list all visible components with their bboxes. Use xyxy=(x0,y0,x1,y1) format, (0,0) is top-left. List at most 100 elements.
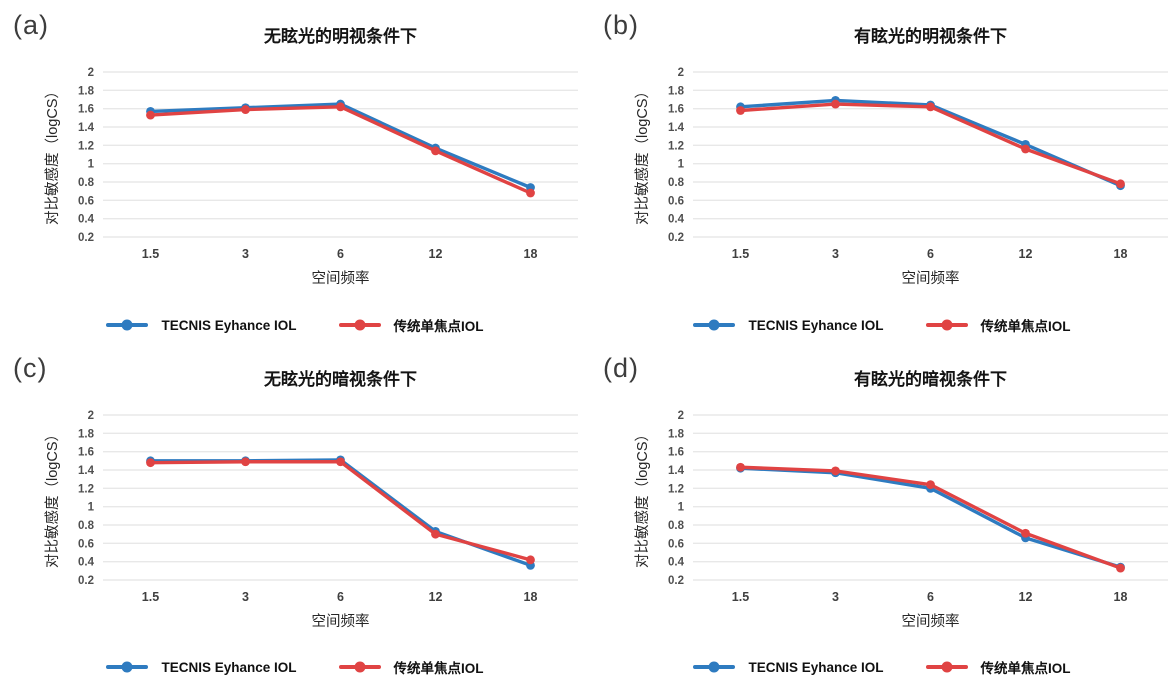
svg-text:空间频率: 空间频率 xyxy=(902,270,960,287)
legend-line-marker-icon xyxy=(693,661,736,673)
svg-text:1.2: 1.2 xyxy=(668,140,684,152)
svg-text:1.4: 1.4 xyxy=(78,122,95,134)
svg-text:0.4: 0.4 xyxy=(668,214,685,226)
chart-panel-b: (b) 有眩光的明视条件下 2 1.8 1.6 1.4 1.2 1 0.8 0.6 0.4 0.2… xyxy=(590,0,1174,343)
svg-text:2: 2 xyxy=(88,67,94,79)
chart-panel-a: (a) 无眩光的明视条件下 2 1.8 1.6 1.4 1.2 1 0.8 0.6 0.4 0.2… xyxy=(0,0,590,343)
svg-text:1.6: 1.6 xyxy=(78,104,94,116)
svg-text:1.5: 1.5 xyxy=(732,590,749,604)
legend-item-monofocal: 传统单焦点IOL xyxy=(925,657,1071,677)
svg-text:对比敏感度（logCS）: 对比敏感度（logCS） xyxy=(634,427,651,568)
svg-text:空间频率: 空间频率 xyxy=(902,613,960,630)
svg-text:1.5: 1.5 xyxy=(142,247,159,261)
svg-text:1.4: 1.4 xyxy=(668,465,685,477)
legend-item-monofocal: 传统单焦点IOL xyxy=(338,315,484,335)
chart-title-c: 无眩光的暗视条件下 xyxy=(264,370,417,389)
svg-text:1.5: 1.5 xyxy=(732,247,749,261)
svg-text:12: 12 xyxy=(1019,247,1033,261)
chart-panel-c: (c) 无眩光的暗视条件下 2 1.8 1.6 1.4 1.2 1 0.8 0.6 0.4 0.2… xyxy=(0,343,590,685)
svg-text:6: 6 xyxy=(337,247,344,261)
svg-text:对比敏感度（logCS）: 对比敏感度（logCS） xyxy=(634,84,651,225)
svg-text:1.8: 1.8 xyxy=(668,428,685,440)
svg-text:对比敏感度（logCS）: 对比敏感度（logCS） xyxy=(44,427,61,568)
svg-text:1: 1 xyxy=(678,502,685,514)
chart-title-b: 有眩光的明视条件下 xyxy=(854,27,1007,46)
svg-text:空间频率: 空间频率 xyxy=(312,270,370,287)
svg-text:2: 2 xyxy=(678,67,684,79)
svg-text:1.8: 1.8 xyxy=(78,85,95,97)
legend-label: TECNIS Eyhance IOL xyxy=(161,659,297,675)
svg-text:1.8: 1.8 xyxy=(78,428,95,440)
svg-text:空间频率: 空间频率 xyxy=(312,613,370,630)
panel-label-c: (c) xyxy=(13,353,48,383)
chart-title-a: 无眩光的明视条件下 xyxy=(264,27,417,46)
svg-text:0.4: 0.4 xyxy=(78,214,95,226)
svg-text:12: 12 xyxy=(429,590,443,604)
svg-text:0.6: 0.6 xyxy=(668,538,684,550)
svg-text:0.8: 0.8 xyxy=(78,520,95,532)
chart-legend-b: TECNIS Eyhance IOL 传统单焦点IOL xyxy=(590,315,1174,335)
legend-item-tecnis: TECNIS Eyhance IOL xyxy=(693,659,884,675)
chart-legend-d: TECNIS Eyhance IOL 传统单焦点IOL xyxy=(590,657,1174,677)
legend-line-marker-icon xyxy=(693,319,736,331)
svg-text:0.6: 0.6 xyxy=(668,195,684,207)
svg-text:1: 1 xyxy=(678,159,685,171)
legend-item-tecnis: TECNIS Eyhance IOL xyxy=(693,317,884,333)
svg-text:1.2: 1.2 xyxy=(78,140,94,152)
svg-text:0.4: 0.4 xyxy=(78,557,95,569)
chart-legend-c: TECNIS Eyhance IOL 传统单焦点IOL xyxy=(0,657,590,677)
legend-label: TECNIS Eyhance IOL xyxy=(748,659,884,675)
svg-text:3: 3 xyxy=(832,590,839,604)
svg-text:18: 18 xyxy=(524,590,538,604)
legend-item-tecnis: TECNIS Eyhance IOL xyxy=(106,659,297,675)
svg-text:1: 1 xyxy=(88,159,95,171)
legend-item-monofocal: 传统单焦点IOL xyxy=(925,315,1071,335)
chart-canvas-b: 2 1.8 1.6 1.4 1.2 1 0.8 0.6 0.4 0.2 1.5 3 6 12 18 空间频率 对… xyxy=(634,67,1168,287)
panel-label-d: (d) xyxy=(603,353,639,383)
svg-text:6: 6 xyxy=(927,590,934,604)
svg-text:对比敏感度（logCS）: 对比敏感度（logCS） xyxy=(44,84,61,225)
legend-label: TECNIS Eyhance IOL xyxy=(748,317,884,333)
chart-canvas-a: 2 1.8 1.6 1.4 1.2 1 0.8 0.6 0.4 0.2 1.5 3 6 12 18 空间频率 对… xyxy=(44,67,578,287)
svg-text:0.6: 0.6 xyxy=(78,538,94,550)
svg-text:18: 18 xyxy=(1114,590,1128,604)
svg-text:0.8: 0.8 xyxy=(668,177,685,189)
svg-text:1.4: 1.4 xyxy=(78,465,95,477)
svg-text:1.8: 1.8 xyxy=(668,85,685,97)
svg-text:2: 2 xyxy=(88,410,94,422)
svg-text:1.2: 1.2 xyxy=(78,483,94,495)
legend-label: 传统单焦点IOL xyxy=(980,319,1071,334)
svg-text:1.2: 1.2 xyxy=(668,483,684,495)
svg-text:12: 12 xyxy=(429,247,443,261)
svg-text:3: 3 xyxy=(242,590,249,604)
svg-text:1.5: 1.5 xyxy=(142,590,159,604)
svg-text:1.4: 1.4 xyxy=(668,122,685,134)
legend-item-tecnis: TECNIS Eyhance IOL xyxy=(106,317,297,333)
legend-label: 传统单焦点IOL xyxy=(393,319,484,334)
chart-canvas-d: 2 1.8 1.6 1.4 1.2 1 0.8 0.6 0.4 0.2 1.5 3 6 12 18 空间频率 对… xyxy=(634,410,1168,630)
svg-text:0.2: 0.2 xyxy=(78,575,94,587)
svg-text:3: 3 xyxy=(242,247,249,261)
svg-text:6: 6 xyxy=(927,247,934,261)
legend-line-marker-icon xyxy=(925,661,968,673)
svg-text:1.6: 1.6 xyxy=(78,447,94,459)
svg-text:0.6: 0.6 xyxy=(78,195,94,207)
svg-text:0.2: 0.2 xyxy=(668,575,684,587)
legend-label: 传统单焦点IOL xyxy=(980,661,1071,676)
legend-label: 传统单焦点IOL xyxy=(393,661,484,676)
svg-text:18: 18 xyxy=(524,247,538,261)
legend-item-monofocal: 传统单焦点IOL xyxy=(338,657,484,677)
svg-text:1.6: 1.6 xyxy=(668,447,684,459)
svg-text:0.4: 0.4 xyxy=(668,557,685,569)
svg-text:0.8: 0.8 xyxy=(78,177,95,189)
chart-canvas-c: 2 1.8 1.6 1.4 1.2 1 0.8 0.6 0.4 0.2 1.5 3 6 12 18 空间频率 对… xyxy=(44,410,578,630)
svg-text:1: 1 xyxy=(88,502,95,514)
legend-line-marker-icon xyxy=(106,319,149,331)
svg-text:12: 12 xyxy=(1019,590,1033,604)
svg-text:18: 18 xyxy=(1114,247,1128,261)
svg-text:3: 3 xyxy=(832,247,839,261)
legend-label: TECNIS Eyhance IOL xyxy=(161,317,297,333)
panel-label-b: (b) xyxy=(603,10,639,40)
svg-text:0.2: 0.2 xyxy=(78,232,94,244)
